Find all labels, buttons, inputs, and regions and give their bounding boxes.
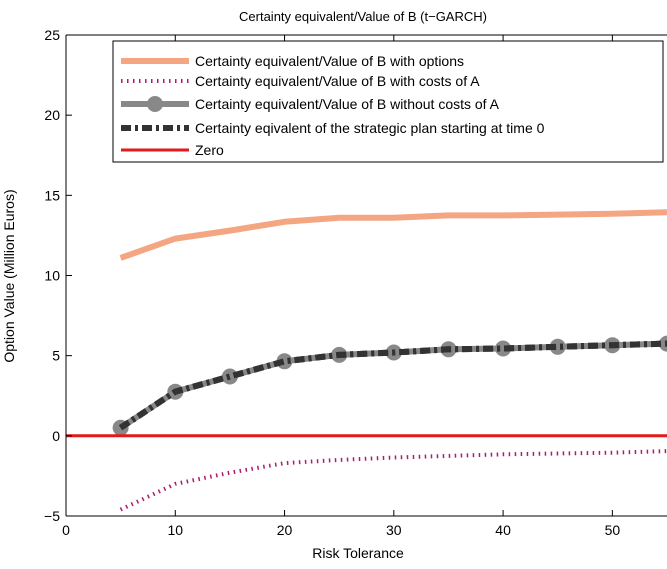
- series-line-certainty-equivalent-value-of-b-with-options: [119, 209, 667, 261]
- data-point-certainty-equivalent-value-of-b-without-costs-of-a: [495, 340, 512, 357]
- legend-entry-with-costs: Certainty equivalent/Value of B with cos…: [121, 73, 480, 89]
- x-tick-label: 10: [167, 522, 183, 538]
- data-point-certainty-equivalent-value-of-b-without-costs-of-a: [659, 335, 667, 352]
- legend-label-without-costs: Certainty equivalent/Value of B without …: [195, 96, 500, 112]
- legend-entry-without-costs: Certainty equivalent/Value of B without …: [121, 96, 500, 112]
- legend-entry-zero: Zero: [121, 142, 224, 158]
- series-layer: [66, 209, 667, 512]
- x-axis-label: Risk Tolerance: [312, 545, 404, 561]
- y-tick-label: −5: [44, 508, 60, 524]
- x-tick-label: 20: [277, 522, 293, 538]
- x-tick-label: 50: [605, 522, 621, 538]
- x-tick-label: 40: [495, 522, 511, 538]
- y-tick-label: 15: [44, 187, 60, 203]
- legend-label-with-costs: Certainty equivalent/Value of B with cos…: [195, 73, 480, 89]
- y-tick-label: 20: [44, 107, 60, 123]
- legend-label-with-options: Certainty equivalent/Value of B with opt…: [195, 53, 464, 69]
- legend-label-zero: Zero: [195, 142, 224, 158]
- y-tick-label: 5: [52, 348, 60, 364]
- y-tick-label: 0: [52, 428, 60, 444]
- y-tick-label: 25: [44, 27, 60, 43]
- data-point-certainty-equivalent-value-of-b-without-costs-of-a: [549, 338, 566, 355]
- x-tick-label: 30: [386, 522, 402, 538]
- legend-entry-strategic-plan: Certainty eqivalent of the strategic pla…: [121, 120, 545, 136]
- x-tick-label: 0: [62, 522, 70, 538]
- legend-entry-with-options: Certainty equivalent/Value of B with opt…: [121, 53, 464, 69]
- legend-marker-without-costs: [147, 96, 163, 112]
- y-tick-label: 10: [44, 268, 60, 284]
- legend-label-strategic-plan: Certainty eqivalent of the strategic pla…: [195, 120, 545, 136]
- legend-box: [112, 40, 664, 163]
- legend: Certainty equivalent/Value of B with opt…: [112, 40, 664, 163]
- y-axis-label: Option Value (Million Euros): [1, 189, 17, 362]
- series-line-overlay-certainty-eqivalent-of-the-strategic-plan-starting-at-time-0: [118, 340, 667, 431]
- chart-title: Certainty equivalent/Value of B (t−GARCH…: [239, 9, 487, 24]
- series-line-certainty-equivalent-value-of-b-with-costs-of-a: [119, 449, 667, 512]
